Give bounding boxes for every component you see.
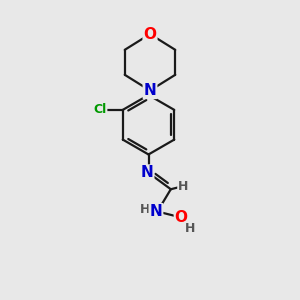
Text: O: O [143,27,157,42]
Text: N: N [144,83,156,98]
Text: Cl: Cl [93,103,106,116]
Text: H: H [185,222,195,235]
Text: O: O [175,210,188,225]
Text: N: N [141,165,153,180]
Text: N: N [150,204,162,219]
Text: H: H [178,180,188,193]
Text: H: H [140,202,150,216]
